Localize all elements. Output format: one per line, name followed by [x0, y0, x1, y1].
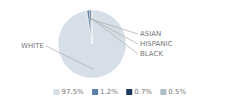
leader-line	[91, 19, 138, 44]
legend-item: 0.5%	[160, 88, 186, 96]
legend-swatch	[54, 89, 60, 95]
slice-labels: WHITE ASIAN HISPANIC BLACK	[21, 19, 173, 70]
legend-item: 1.2%	[92, 88, 118, 96]
legend-swatch	[92, 89, 98, 95]
pie-slice	[58, 10, 126, 78]
slice-label: ASIAN	[140, 30, 161, 38]
legend-item: 0.7%	[126, 88, 152, 96]
leader-line	[92, 19, 138, 54]
pie	[58, 10, 126, 78]
pie-slice	[87, 10, 92, 44]
slice-label: BLACK	[140, 50, 163, 58]
pie-slice	[89, 10, 92, 44]
pie-slice	[91, 10, 92, 44]
slice-label: HISPANIC	[140, 40, 173, 48]
legend-swatch	[126, 89, 132, 95]
legend-label: 97.5%	[62, 88, 85, 96]
legend-label: 1.2%	[100, 88, 118, 96]
legend-label: 0.7%	[134, 88, 152, 96]
leader-line	[89, 19, 138, 34]
legend-swatch	[160, 89, 166, 95]
chart: WHITE ASIAN HISPANIC BLACK 97.5% 1.2% 0.7% 0.5%	[0, 0, 240, 100]
slice-label: WHITE	[21, 42, 44, 50]
legend-label: 0.5%	[168, 88, 186, 96]
legend-item: 97.5%	[54, 88, 85, 96]
legend: 97.5% 1.2% 0.7% 0.5%	[54, 88, 187, 96]
leader-line	[46, 46, 94, 69]
